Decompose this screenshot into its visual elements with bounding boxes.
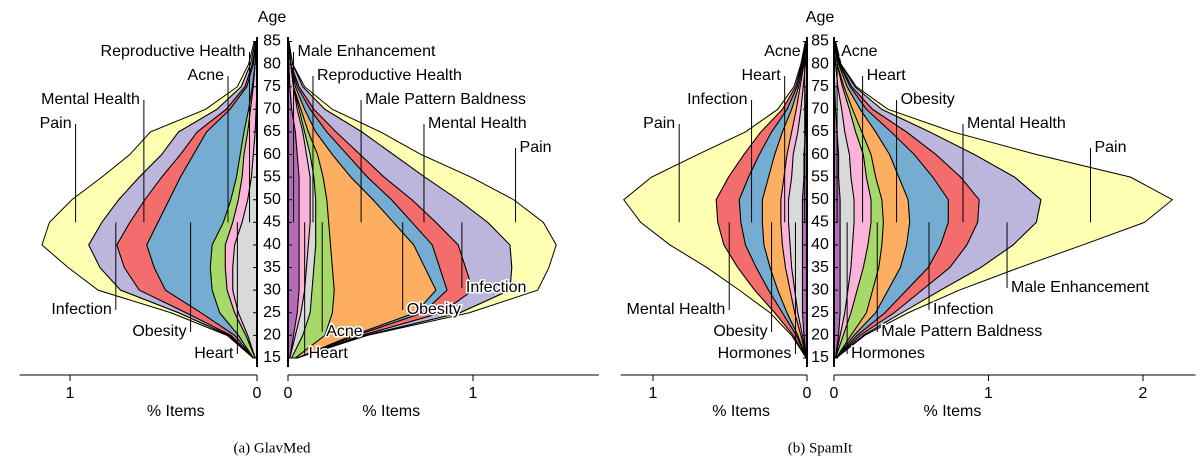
series-label: Pain (520, 139, 552, 156)
series-label: Mental Health (41, 91, 140, 108)
y-tick-label: 25 (811, 304, 829, 321)
series-label: Obesity (713, 323, 767, 340)
series-label: Obesity (132, 323, 186, 340)
series-label: Heart (867, 67, 907, 84)
series-label: Hormones (718, 345, 792, 362)
series-label: Male Pattern Baldness (365, 91, 526, 108)
x-tick-label: 0 (830, 385, 839, 402)
series-label: Mental Health (428, 115, 527, 132)
series-label: Acne (764, 43, 801, 60)
y-tick-label: 40 (811, 236, 829, 253)
series-label: Mental Health (967, 115, 1066, 132)
x-tick-label: 2 (1139, 385, 1148, 402)
series-label: Hormones (851, 345, 925, 362)
y-tick-label: 35 (263, 259, 281, 276)
y-tick-label: 60 (811, 146, 829, 163)
series-label: Heart (309, 345, 349, 362)
series-label: Male Enhancement (1011, 279, 1149, 296)
y-tick-label: 85 (811, 33, 829, 50)
series-label: Infection (933, 301, 993, 318)
y-tick-label: 55 (811, 168, 829, 185)
y-tick-label: 50 (263, 191, 281, 208)
series-label: Infection (466, 279, 526, 296)
series-label: Reproductive Health (317, 67, 462, 84)
series-label: Male Enhancement (298, 43, 436, 60)
series-label: Mental Health (627, 301, 726, 318)
caption: (b) SpamIt (788, 440, 853, 456)
y-tick-label: 65 (263, 123, 281, 140)
y-tick-label: 65 (811, 123, 829, 140)
y-tick-label: 20 (263, 327, 281, 344)
y-tick-label: 70 (811, 101, 829, 118)
y-tick-label: 20 (811, 327, 829, 344)
x-tick-label: 1 (469, 385, 478, 402)
y-tick-label: 30 (811, 281, 829, 298)
y-tick-label: 60 (263, 146, 281, 163)
y-tick-label: 35 (811, 259, 829, 276)
y-tick-label: 75 (263, 78, 281, 95)
series-label: Heart (742, 67, 782, 84)
y-tick-label: 15 (811, 349, 829, 366)
series-label: Obesity (901, 91, 955, 108)
x-axis-label: % Items (924, 403, 982, 420)
x-tick-label: 1 (649, 385, 658, 402)
y-axis-label: Age (258, 9, 287, 26)
series-label: Infection (687, 91, 747, 108)
x-tick-label: 1 (66, 385, 75, 402)
y-tick-label: 85 (263, 33, 281, 50)
x-axis-label: % Items (362, 403, 420, 420)
x-tick-label: 0 (803, 385, 812, 402)
series-label: Pain (40, 115, 72, 132)
y-tick-label: 40 (263, 236, 281, 253)
y-tick-label: 50 (811, 191, 829, 208)
x-axis-label: % Items (712, 403, 770, 420)
series-label: Male Pattern Baldness (881, 323, 1042, 340)
x-tick-label: 1 (984, 385, 993, 402)
y-tick-label: 70 (263, 101, 281, 118)
series-label: Acne (326, 323, 363, 340)
y-tick-label: 55 (263, 168, 281, 185)
series-label: Heart (194, 345, 234, 362)
series-label: Pain (643, 115, 675, 132)
series-label: Pain (1094, 139, 1126, 156)
y-tick-label: 25 (263, 304, 281, 321)
caption: (a) GlavMed (233, 440, 311, 456)
series-label: Reproductive Health (101, 43, 246, 60)
y-tick-label: 45 (263, 214, 281, 231)
y-tick-label: 30 (263, 281, 281, 298)
y-tick-label: 75 (811, 78, 829, 95)
y-tick-label: 80 (811, 55, 829, 72)
series-label: Acne (841, 43, 878, 60)
y-tick-label: 80 (263, 55, 281, 72)
y-tick-label: 45 (811, 214, 829, 231)
y-tick-label: 15 (263, 349, 281, 366)
y-axis-label: Age (806, 9, 835, 26)
series-label: Infection (51, 301, 111, 318)
series-label: Acne (188, 67, 225, 84)
x-axis-label: % Items (147, 403, 205, 420)
x-tick-label: 0 (253, 385, 262, 402)
x-tick-label: 0 (284, 385, 293, 402)
series-label: Obesity (407, 301, 461, 318)
